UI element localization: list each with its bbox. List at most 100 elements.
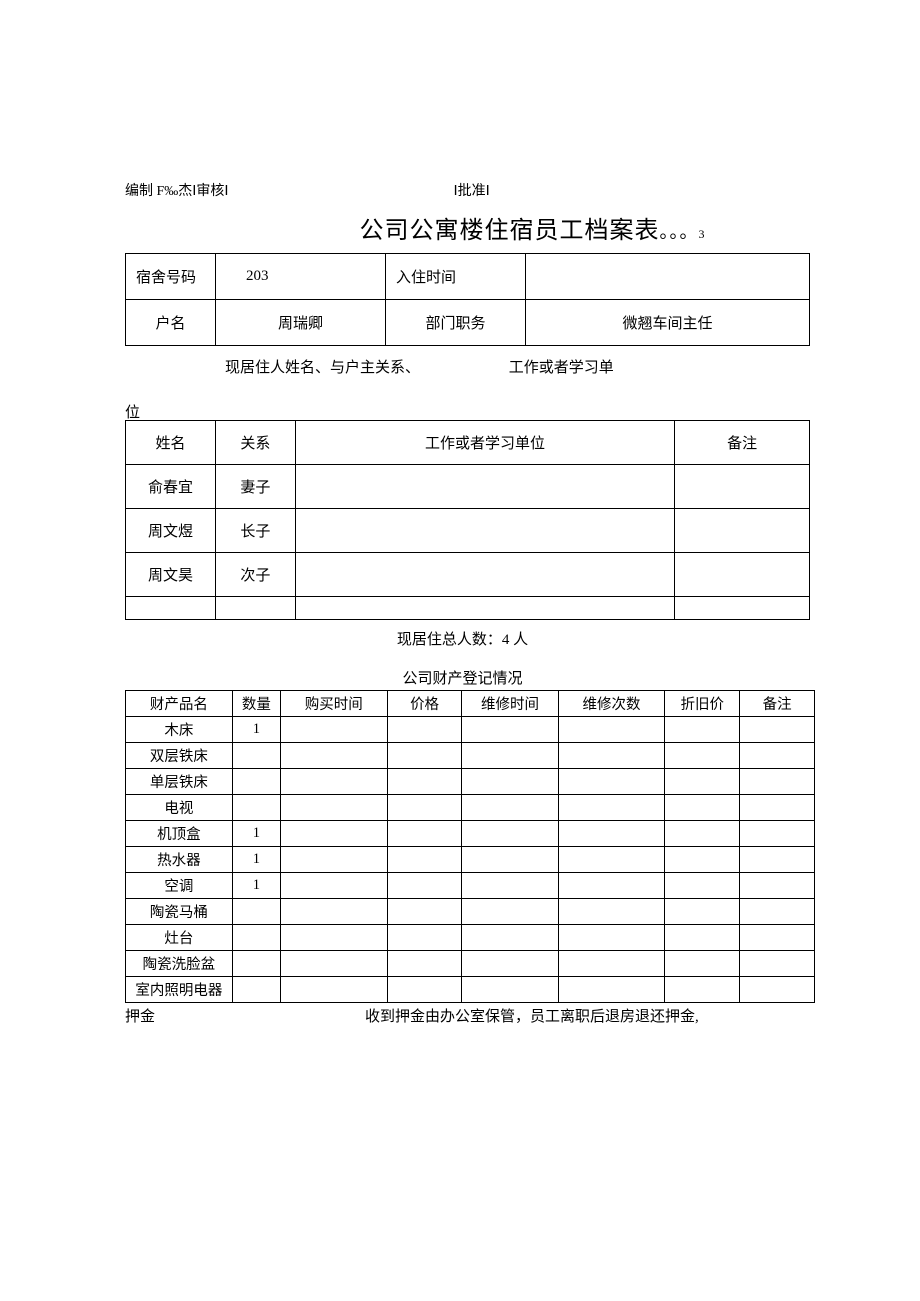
asset-cell	[740, 847, 815, 873]
asset-cell	[462, 977, 558, 1003]
res-h-work: 工作或者学习单位	[295, 421, 674, 465]
info-left: 现居住人姓名、与户主关系、	[225, 356, 505, 377]
asset-cell	[740, 899, 815, 925]
asset-cell	[665, 873, 740, 899]
asset-cell	[280, 717, 387, 743]
title-num: 3	[699, 227, 706, 241]
asset-cell	[232, 769, 280, 795]
asset-cell: 陶瓷洗脸盆	[126, 951, 233, 977]
asset-cell	[558, 899, 665, 925]
asset-cell	[665, 795, 740, 821]
asset-cell	[665, 717, 740, 743]
asset-cell: 1	[232, 717, 280, 743]
table-row: 陶瓷马桶	[126, 899, 815, 925]
asset-cell	[280, 925, 387, 951]
asset-cell	[558, 925, 665, 951]
asset-cell	[740, 821, 815, 847]
asset-cell	[462, 873, 558, 899]
asset-cell	[558, 769, 665, 795]
asset-cell	[387, 925, 462, 951]
asset-cell: 机顶盒	[126, 821, 233, 847]
asset-cell: 单层铁床	[126, 769, 233, 795]
asset-cell	[558, 717, 665, 743]
asset-cell	[740, 743, 815, 769]
asset-cell	[740, 795, 815, 821]
asset-cell	[280, 769, 387, 795]
asset-cell	[558, 847, 665, 873]
dept-label: 部门职务	[386, 300, 526, 346]
asset-cell	[280, 977, 387, 1003]
resident-summary: 现居住总人数：4 人	[125, 628, 800, 649]
asset-cell: 1	[232, 821, 280, 847]
cell-rel: 次子	[215, 553, 295, 597]
asset-header: 数量	[232, 691, 280, 717]
cell-rem	[675, 597, 810, 620]
deposit-text: 收到押金由办公室保管，员工离职后退房退还押金,	[365, 1009, 699, 1025]
asset-cell	[280, 951, 387, 977]
asset-cell: 灶台	[126, 925, 233, 951]
asset-cell	[462, 717, 558, 743]
asset-cell: 木床	[126, 717, 233, 743]
cell-name: 周文煜	[126, 509, 216, 553]
cell-rem	[675, 553, 810, 597]
holder-value: 周瑞卿	[216, 300, 386, 346]
asset-cell	[740, 717, 815, 743]
residents-table: 姓名 关系 工作或者学习单位 备注 俞春宜妻子周文煜长子周文昊次子	[125, 420, 810, 620]
asset-cell	[232, 795, 280, 821]
info-line: 现居住人姓名、与户主关系、 工作或者学习单	[125, 352, 800, 381]
dept-value: 微翘车间主任	[526, 300, 810, 346]
asset-cell	[462, 847, 558, 873]
asset-cell	[387, 795, 462, 821]
header-prefix: 编制 F‰杰Ⅰ审核Ⅰ	[125, 180, 450, 200]
asset-cell	[462, 951, 558, 977]
top-table: 宿舍号码 203 入住时间 户名 周瑞卿 部门职务 微翘车间主任	[125, 253, 810, 346]
table-row: 双层铁床	[126, 743, 815, 769]
asset-cell	[740, 925, 815, 951]
table-row: 灶台	[126, 925, 815, 951]
asset-header: 价格	[387, 691, 462, 717]
asset-cell	[232, 977, 280, 1003]
holder-label: 户名	[126, 300, 216, 346]
asset-cell	[387, 977, 462, 1003]
info-right: 工作或者学习单	[509, 360, 614, 376]
cell-rel: 妻子	[215, 465, 295, 509]
asset-cell: 空调	[126, 873, 233, 899]
asset-cell	[740, 977, 815, 1003]
asset-cell	[462, 899, 558, 925]
asset-cell: 1	[232, 847, 280, 873]
asset-cell	[558, 743, 665, 769]
asset-cell	[558, 821, 665, 847]
asset-cell	[387, 821, 462, 847]
asset-cell: 双层铁床	[126, 743, 233, 769]
cell-work	[295, 465, 674, 509]
asset-cell	[665, 769, 740, 795]
asset-cell	[387, 951, 462, 977]
asset-header: 财产品名	[126, 691, 233, 717]
asset-cell	[462, 821, 558, 847]
dorm-value: 203	[216, 254, 386, 300]
asset-cell	[665, 821, 740, 847]
checkin-label: 入住时间	[386, 254, 526, 300]
asset-cell	[232, 743, 280, 769]
cell-rem	[675, 509, 810, 553]
asset-cell: 热水器	[126, 847, 233, 873]
table-row: 周文昊次子	[126, 553, 810, 597]
asset-header: 维修时间	[462, 691, 558, 717]
asset-header: 备注	[740, 691, 815, 717]
asset-cell	[280, 899, 387, 925]
asset-cell	[280, 795, 387, 821]
asset-cell	[280, 873, 387, 899]
asset-cell	[740, 873, 815, 899]
asset-cell	[558, 873, 665, 899]
assets-title: 公司财产登记情况	[125, 667, 800, 688]
asset-cell	[740, 951, 815, 977]
asset-cell	[462, 743, 558, 769]
asset-cell: 电视	[126, 795, 233, 821]
asset-cell	[387, 899, 462, 925]
asset-cell	[665, 847, 740, 873]
assets-table: 财产品名数量购买时间价格维修时间维修次数折旧价备注 木床1双层铁床单层铁床电视机…	[125, 690, 815, 1003]
asset-cell	[387, 743, 462, 769]
asset-cell	[387, 769, 462, 795]
asset-header: 购买时间	[280, 691, 387, 717]
asset-cell	[558, 951, 665, 977]
